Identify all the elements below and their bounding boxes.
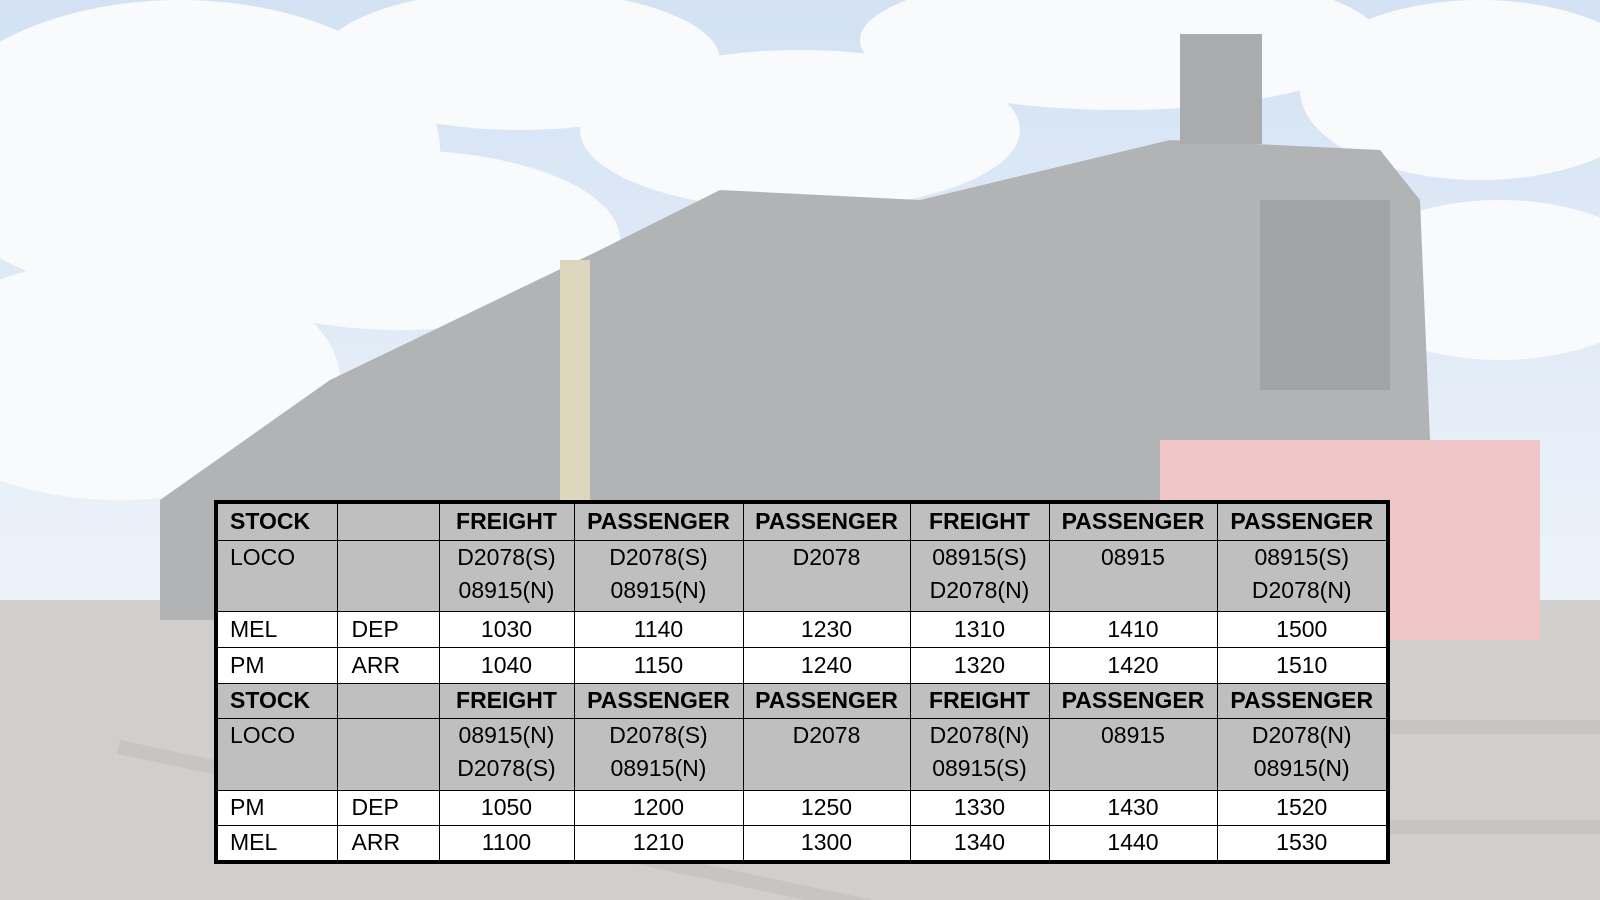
table-cell: 1210 [573, 824, 744, 863]
table-cell: 1520 [1216, 789, 1389, 826]
table-row: PM DEP 1050 1200 1250 1330 1430 1520 [215, 789, 1389, 826]
table-cell: DEP [336, 789, 440, 826]
cell-line: D2078(S) [457, 543, 556, 570]
table-cell [336, 539, 440, 612]
cell-line: 08915(N) [458, 721, 555, 748]
table-cell: PASSENGER [742, 682, 911, 719]
table-cell: 1140 [573, 610, 744, 648]
table-cell: 1050 [438, 789, 575, 826]
cell-line: D2078(N) [1251, 576, 1352, 603]
table-cell: 1340 [909, 824, 1050, 863]
table-cell: PASSENGER [1048, 501, 1218, 541]
cell-line: D2078(S) [609, 721, 708, 748]
table-cell: 08915(S) D2078(N) [1216, 539, 1389, 612]
table-cell [336, 682, 440, 719]
cell-line: 08915(S) [932, 754, 1027, 781]
table-cell: FREIGHT [438, 501, 575, 541]
cell-line: 08915(N) [1253, 754, 1350, 781]
table-cell: 1230 [742, 610, 911, 648]
table-cell: 1440 [1048, 824, 1218, 863]
table-cell: 1300 [742, 824, 911, 863]
table-row: PM ARR 1040 1150 1240 1320 1420 1510 [215, 646, 1389, 684]
table-cell: PASSENGER [1216, 682, 1389, 719]
table-row: MEL DEP 1030 1140 1230 1310 1410 1500 [215, 610, 1389, 648]
table-cell: FREIGHT [909, 501, 1050, 541]
cell-line: 08915(S) [1254, 543, 1350, 570]
table-cell [336, 501, 440, 541]
table-cell: PASSENGER [1216, 501, 1389, 541]
table-cell: 1530 [1216, 824, 1389, 863]
table-cell: D2078 [742, 717, 911, 791]
table-cell: 1420 [1048, 646, 1218, 684]
table-row: LOCO 08915(N) D2078(S) D2078(S) 08915(N) D207… [215, 717, 1389, 791]
table-cell: MEL [215, 824, 338, 863]
cell-line: 08915(N) [458, 576, 555, 603]
table-cell: 1100 [438, 824, 575, 863]
table-cell: D2078(S) 08915(N) [573, 539, 744, 612]
cell-line: 08915(S) [932, 543, 1027, 570]
table-cell: 08915(N) D2078(S) [438, 717, 575, 791]
table-cell: 1250 [742, 789, 911, 826]
table-row: STOCK FREIGHT PASSENGER PASSENGER FREIGHT PAS… [215, 501, 1389, 541]
table-cell: PM [215, 646, 338, 684]
table-cell: STOCK [215, 682, 338, 719]
table-cell: D2078(S) 08915(N) [573, 717, 744, 791]
cell-line: D2078(N) [1251, 721, 1352, 748]
table-cell: DEP [336, 610, 440, 648]
table-cell: FREIGHT [909, 682, 1050, 719]
table-cell [336, 717, 440, 791]
cell-line: D2078(N) [929, 576, 1030, 603]
cell-line: D2078(N) [929, 721, 1030, 748]
table-cell: PASSENGER [1048, 682, 1218, 719]
cell-line: D2078(S) [457, 754, 556, 781]
table-cell: MEL [215, 610, 338, 648]
table-body: STOCK FREIGHT PASSENGER PASSENGER FREIGHT PAS… [215, 501, 1389, 863]
cell-line: D2078(S) [609, 543, 708, 570]
table-cell: 08915 [1048, 717, 1218, 791]
table-cell: 1200 [573, 789, 744, 826]
table-row: MEL ARR 1100 1210 1300 1340 1440 1530 [215, 824, 1389, 863]
table-cell: D2078 [742, 539, 911, 612]
timetable: STOCK FREIGHT PASSENGER PASSENGER FREIGHT PAS… [214, 500, 1390, 864]
table-cell: 1240 [742, 646, 911, 684]
table-row: LOCO D2078(S) 08915(N) D2078(S) 08915(N) D207… [215, 539, 1389, 612]
table-cell: 1410 [1048, 610, 1218, 648]
table-row: STOCK FREIGHT PASSENGER PASSENGER FREIGHT PAS… [215, 682, 1389, 719]
table-cell: 1330 [909, 789, 1050, 826]
table-cell: ARR [336, 646, 440, 684]
table-cell: PASSENGER [742, 501, 911, 541]
table-cell: STOCK [215, 501, 338, 541]
table-cell: 08915 [1048, 539, 1218, 612]
table-cell: 1310 [909, 610, 1050, 648]
table-cell: 1510 [1216, 646, 1389, 684]
table-cell: FREIGHT [438, 682, 575, 719]
table-cell: D2078(N) 08915(S) [909, 717, 1050, 791]
table-cell: LOCO [215, 539, 338, 612]
table-cell: 08915(S) D2078(N) [909, 539, 1050, 612]
table-cell: 1430 [1048, 789, 1218, 826]
table-cell: 1500 [1216, 610, 1389, 648]
table-cell: D2078(S) 08915(N) [438, 539, 575, 612]
table-cell: 1040 [438, 646, 575, 684]
table-cell: 1150 [573, 646, 744, 684]
table-cell: 1320 [909, 646, 1050, 684]
table-cell: 1030 [438, 610, 575, 648]
table-cell: D2078(N) 08915(N) [1216, 717, 1389, 791]
cell-line: 08915(N) [610, 754, 707, 781]
table-cell: PM [215, 789, 338, 826]
table-cell: PASSENGER [573, 682, 744, 719]
table-cell: ARR [336, 824, 440, 863]
cell-line: 08915(N) [610, 576, 707, 603]
table-cell: LOCO [215, 717, 338, 791]
table-cell: PASSENGER [573, 501, 744, 541]
